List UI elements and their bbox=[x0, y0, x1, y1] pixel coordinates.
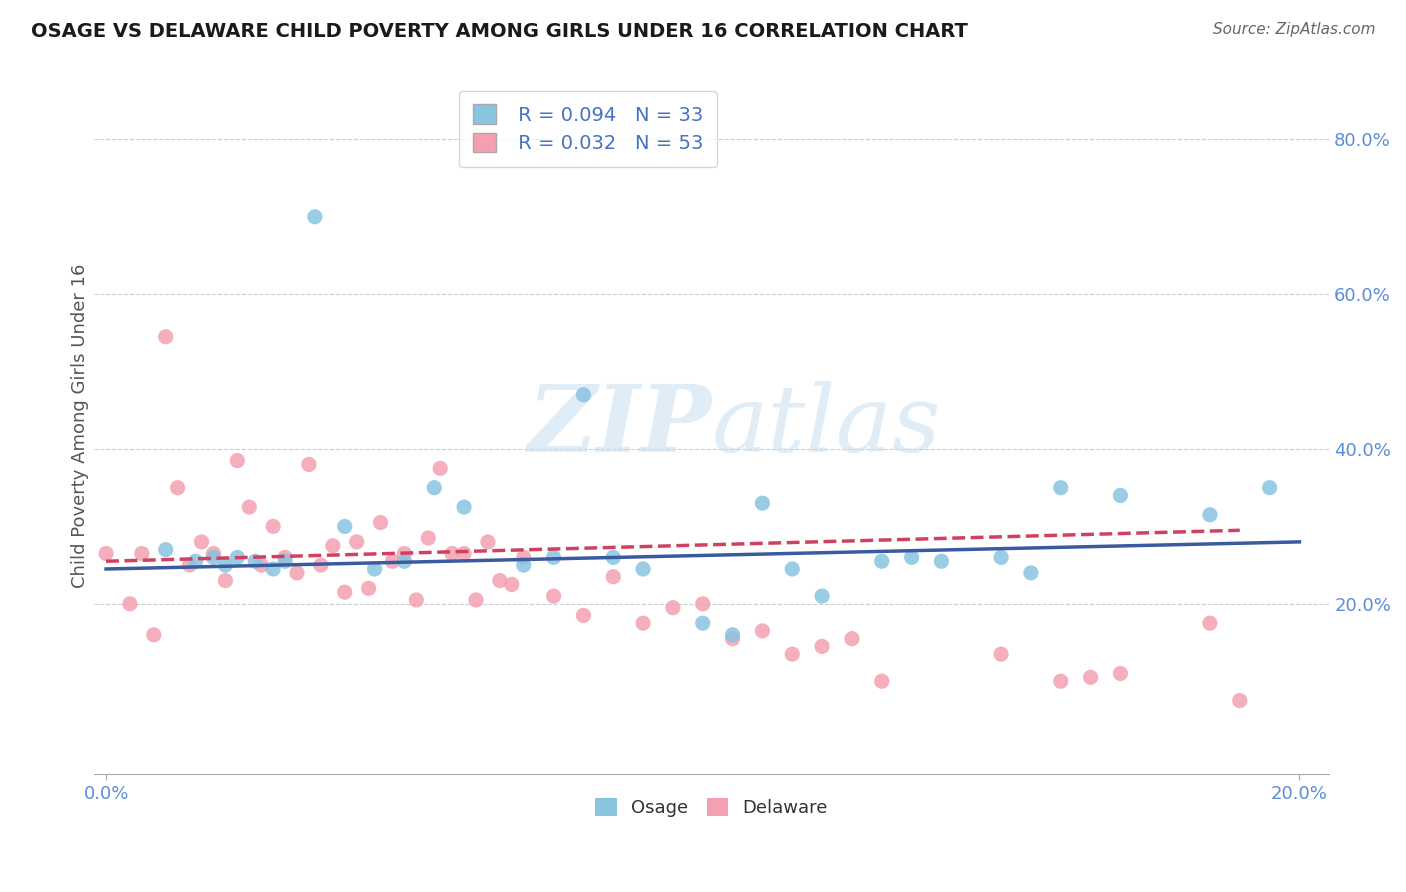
Text: OSAGE VS DELAWARE CHILD POVERTY AMONG GIRLS UNDER 16 CORRELATION CHART: OSAGE VS DELAWARE CHILD POVERTY AMONG GI… bbox=[31, 22, 967, 41]
Point bbox=[394, 547, 416, 561]
Point bbox=[214, 558, 236, 573]
Text: Source: ZipAtlas.com: Source: ZipAtlas.com bbox=[1212, 22, 1375, 37]
Point bbox=[142, 628, 165, 642]
Text: atlas: atlas bbox=[711, 381, 941, 471]
Point bbox=[751, 624, 773, 638]
Point bbox=[309, 558, 332, 573]
Point bbox=[322, 539, 344, 553]
Point bbox=[543, 589, 565, 603]
Point bbox=[990, 647, 1012, 661]
Point bbox=[346, 535, 368, 549]
Point bbox=[692, 616, 714, 631]
Point bbox=[572, 388, 595, 402]
Point bbox=[131, 547, 153, 561]
Point bbox=[245, 554, 267, 568]
Point bbox=[1080, 670, 1102, 684]
Point bbox=[631, 616, 654, 631]
Point bbox=[465, 593, 488, 607]
Point bbox=[250, 558, 273, 573]
Point bbox=[118, 597, 141, 611]
Point bbox=[214, 574, 236, 588]
Point bbox=[841, 632, 863, 646]
Point bbox=[602, 570, 624, 584]
Point bbox=[721, 628, 744, 642]
Point bbox=[543, 550, 565, 565]
Point bbox=[155, 542, 177, 557]
Point bbox=[184, 554, 207, 568]
Point bbox=[1199, 508, 1222, 522]
Point bbox=[1049, 481, 1071, 495]
Point bbox=[190, 535, 212, 549]
Point bbox=[202, 547, 225, 561]
Point bbox=[262, 562, 284, 576]
Point bbox=[357, 582, 380, 596]
Point bbox=[418, 531, 440, 545]
Legend: Osage, Delaware: Osage, Delaware bbox=[588, 790, 835, 824]
Point bbox=[381, 554, 404, 568]
Point bbox=[477, 535, 499, 549]
Y-axis label: Child Poverty Among Girls Under 16: Child Poverty Among Girls Under 16 bbox=[72, 264, 89, 588]
Point bbox=[1109, 666, 1132, 681]
Text: ZIP: ZIP bbox=[527, 381, 711, 471]
Point bbox=[602, 550, 624, 565]
Point bbox=[870, 554, 893, 568]
Point bbox=[166, 481, 188, 495]
Point bbox=[513, 550, 536, 565]
Point bbox=[1049, 674, 1071, 689]
Point bbox=[429, 461, 451, 475]
Point bbox=[155, 330, 177, 344]
Point bbox=[489, 574, 512, 588]
Point bbox=[811, 589, 834, 603]
Point bbox=[1229, 693, 1251, 707]
Point bbox=[238, 500, 260, 514]
Point bbox=[298, 458, 321, 472]
Point bbox=[405, 593, 427, 607]
Point bbox=[990, 550, 1012, 565]
Point bbox=[931, 554, 953, 568]
Point bbox=[501, 577, 523, 591]
Point bbox=[274, 550, 297, 565]
Point bbox=[811, 640, 834, 654]
Point bbox=[870, 674, 893, 689]
Point bbox=[285, 566, 308, 580]
Point bbox=[363, 562, 385, 576]
Point bbox=[202, 550, 225, 565]
Point bbox=[394, 554, 416, 568]
Point bbox=[1019, 566, 1042, 580]
Point bbox=[226, 550, 249, 565]
Point bbox=[1199, 616, 1222, 631]
Point bbox=[423, 481, 446, 495]
Point bbox=[333, 519, 356, 533]
Point bbox=[453, 500, 475, 514]
Point bbox=[179, 558, 201, 573]
Point bbox=[692, 597, 714, 611]
Point bbox=[751, 496, 773, 510]
Point bbox=[262, 519, 284, 533]
Point bbox=[900, 550, 922, 565]
Point bbox=[780, 562, 803, 576]
Point bbox=[453, 547, 475, 561]
Point bbox=[304, 210, 326, 224]
Point bbox=[370, 516, 392, 530]
Point bbox=[721, 632, 744, 646]
Point bbox=[226, 453, 249, 467]
Point bbox=[513, 558, 536, 573]
Point bbox=[94, 547, 117, 561]
Point bbox=[441, 547, 464, 561]
Point bbox=[1109, 488, 1132, 502]
Point bbox=[572, 608, 595, 623]
Point bbox=[662, 600, 685, 615]
Point bbox=[333, 585, 356, 599]
Point bbox=[780, 647, 803, 661]
Point bbox=[274, 554, 297, 568]
Point bbox=[631, 562, 654, 576]
Point bbox=[1258, 481, 1281, 495]
